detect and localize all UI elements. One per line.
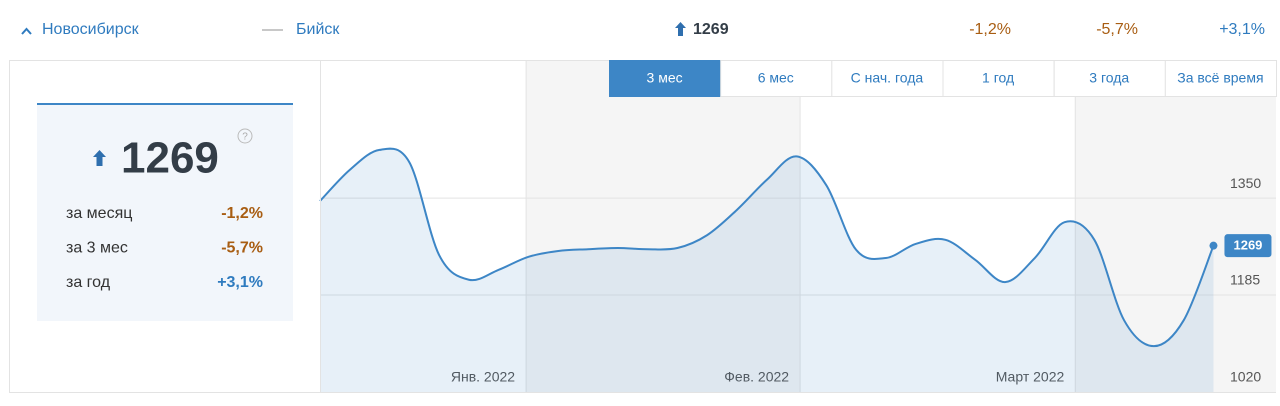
- header-change: -1,2%: [969, 21, 1011, 38]
- summary-value: 1269: [121, 134, 219, 183]
- row-label: за год: [66, 274, 111, 291]
- tab-label[interactable]: 6 мес: [758, 70, 794, 86]
- y-tick-label: 1185: [1230, 272, 1260, 288]
- value-badge: [1224, 234, 1272, 258]
- header-value: 1269: [693, 21, 729, 38]
- header-change: +3,1%: [1219, 21, 1265, 38]
- up-arrow: [93, 150, 106, 166]
- tab[interactable]: [831, 60, 944, 97]
- city-name[interactable]: Новосибирск: [42, 21, 140, 38]
- x-tick-label: Март 2022: [996, 369, 1065, 385]
- line: [319, 147, 1215, 348]
- tab-label[interactable]: 3 мес: [647, 70, 683, 86]
- tab[interactable]: [609, 60, 722, 97]
- help-mark[interactable]: ?: [242, 132, 248, 143]
- row-label: за месяц: [66, 205, 132, 222]
- tab[interactable]: [720, 60, 833, 97]
- tab[interactable]: [1053, 60, 1166, 97]
- month-band: [526, 61, 801, 392]
- row-change: -1,2%: [221, 205, 263, 222]
- header-change: -5,7%: [1096, 21, 1138, 38]
- value-label: 1269: [1233, 238, 1262, 253]
- x-tick-label: Янв. 2022: [451, 369, 515, 385]
- row-change: -5,7%: [221, 240, 263, 257]
- month-band: [1075, 61, 1276, 392]
- tab-label[interactable]: За всё время: [1177, 70, 1263, 86]
- last-point: [1209, 241, 1218, 250]
- tab-label[interactable]: 1 год: [982, 70, 1014, 86]
- collapse-icon[interactable]: [21, 27, 32, 35]
- row-label: за 3 мес: [66, 240, 128, 257]
- area: [320, 148, 1214, 392]
- tab-label[interactable]: С нач. года: [851, 70, 924, 86]
- y-tick-label: 1020: [1230, 369, 1261, 385]
- tab[interactable]: [942, 60, 1055, 97]
- tab[interactable]: [1164, 60, 1278, 97]
- compare-city[interactable]: Бийск: [296, 21, 340, 38]
- y-tick-label: 1350: [1230, 175, 1261, 191]
- up-arrow: [675, 22, 686, 36]
- help-icon[interactable]: [237, 128, 253, 144]
- row-change: +3,1%: [217, 274, 263, 291]
- tab-label[interactable]: 3 года: [1089, 70, 1129, 86]
- x-tick-label: Фев. 2022: [724, 369, 789, 385]
